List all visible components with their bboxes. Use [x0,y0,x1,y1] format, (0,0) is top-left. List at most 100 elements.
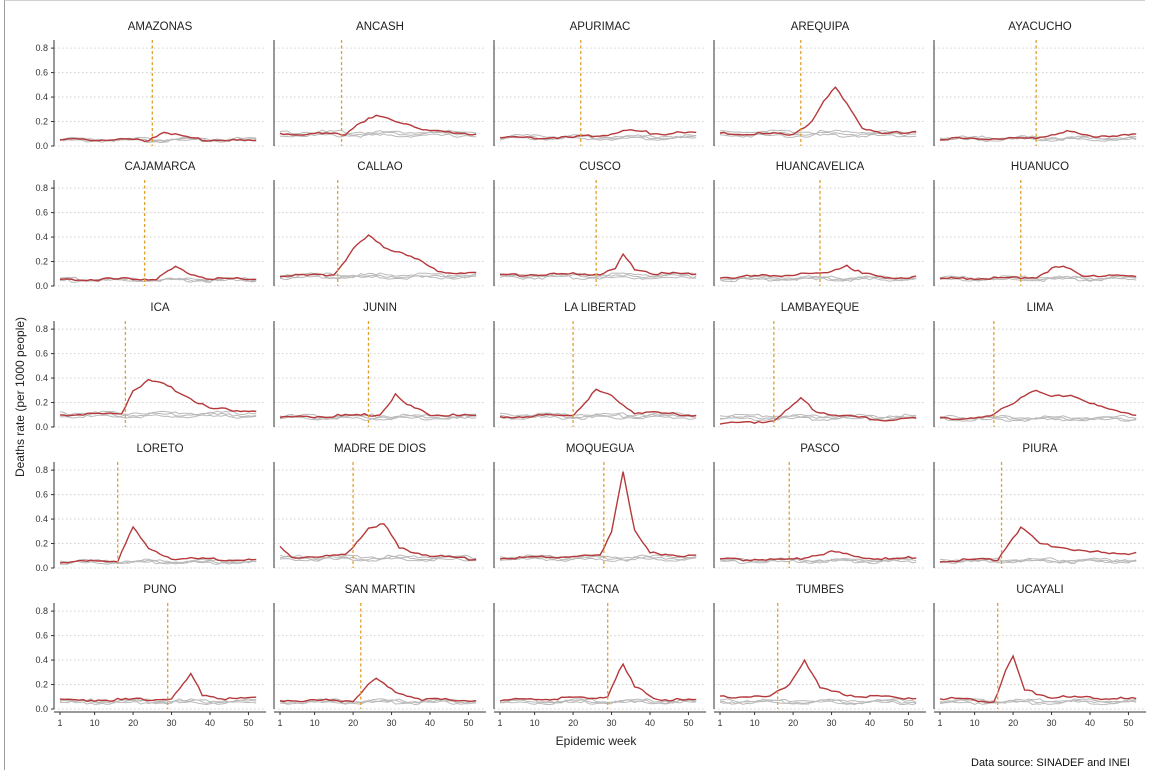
panel-title: TACNA [581,584,619,596]
deaths-rate-2020-line [719,550,917,562]
y-tick-label: 0.2 [35,398,48,408]
deaths-rate-2020-line [939,129,1137,141]
deaths-rate-2020-line [939,526,1137,563]
panel-ancash: ANCASH [273,21,486,147]
panel-cusco: CUSCO [493,161,706,287]
deaths-rate-2020-line [940,389,1137,421]
deaths-rate-2020-line [499,252,697,277]
panel-title: APURIMAC [570,21,631,33]
panel-title: UCAYALI [1016,584,1064,596]
panel-title: TUMBES [796,584,844,596]
panel-apurimac: APURIMAC [493,21,706,147]
y-tick-label: 0.0 [35,563,48,573]
baseline-series-line [719,698,917,703]
panel-title: PASCO [800,443,839,455]
panel-ayacucho: AYACUCHO [933,21,1146,147]
panel-tacna: TACNA 1 10 20 30 40 50 [493,584,706,728]
deaths-rate-2020-line [939,654,1137,704]
x-tick-label: 10 [90,718,100,728]
x-tick-label: 50 [463,718,473,728]
baseline-series-line [279,133,477,138]
panel-amazonas: AMAZONAS 0.0 0.2 0.4 0.6 0.8 [35,21,266,151]
deaths-rate-2020-line [499,388,697,419]
x-tick-label: 1 [497,718,502,728]
panel-ucayali: UCAYALI 1 10 20 30 40 50 [933,584,1146,728]
baseline-series-line [499,136,697,142]
panel-cajamarca: CAJAMARCA 0.0 0.2 0.4 0.6 0.8 [35,161,266,291]
y-tick-label: 0.4 [35,514,48,524]
panel-pasco: PASCO [713,443,926,569]
baseline-series-line [59,414,257,419]
baseline-series-line [719,414,917,420]
data-source-note: Data source: SINADEF and INEI [971,757,1130,769]
baseline-series-line [499,135,697,140]
x-tick-label: 1 [277,718,282,728]
y-tick-label: 0.6 [35,490,48,500]
x-tick-label: 30 [167,718,177,728]
deaths-rate-2020-line [59,131,257,143]
panel-moquegua: MOQUEGUA [493,443,706,569]
deaths-rate-2020-line [719,396,917,425]
panel-title: CALLAO [357,161,402,173]
x-tick-label: 40 [1085,718,1095,728]
y-tick-label: 0.8 [35,43,48,53]
panel-title: MOQUEGUA [566,443,635,455]
x-tick-label: 40 [645,718,655,728]
deaths-rate-2020-line [719,86,917,136]
baseline-series-line [939,135,1137,140]
x-tick-label: 50 [683,718,693,728]
baseline-series-line [719,276,917,281]
deaths-rate-2020-line [499,471,697,560]
deaths-rate-2020-line [499,662,697,702]
deaths-rate-2020-line [279,114,477,136]
baseline-series-line [279,275,477,281]
baseline-series-line [719,413,917,419]
panel-title: MADRE DE DIOS [334,443,426,455]
x-tick-label: 30 [1047,718,1057,728]
panel-title: JUNIN [363,302,397,314]
y-tick-label: 0.4 [35,655,48,665]
panel-callao: CALLAO [273,161,486,287]
panel-title: LAMBAYEQUE [781,302,860,314]
panel-title: AYACUCHO [1008,21,1072,33]
baseline-series-line [279,557,477,562]
x-tick-label: 1 [57,718,62,728]
x-tick-label: 1 [717,718,722,728]
deaths-rate-2020-line [59,672,257,703]
panel-arequipa: AREQUIPA [713,21,926,147]
y-tick-label: 0.6 [35,68,48,78]
x-tick-label: 1 [937,718,942,728]
baseline-series-line [719,277,917,283]
y-tick-label: 0.0 [35,704,48,714]
panel-madre-de-dios: MADRE DE DIOS [273,443,486,569]
panel-title: AREQUIPA [791,21,850,33]
panel-puno: PUNO 0.0 0.2 0.4 0.6 0.8 1 10 20 30 40 50 [35,584,266,728]
y-tick-label: 0.0 [35,281,48,291]
x-axis-label: Epidemic week [556,734,638,748]
x-tick-label: 20 [568,718,578,728]
x-tick-label: 10 [310,718,320,728]
x-tick-label: 40 [205,718,215,728]
y-tick-label: 0.4 [35,92,48,102]
x-tick-label: 30 [827,718,837,728]
panel-tumbes: TUMBES 1 10 20 30 40 50 [713,584,926,728]
panel-title: AMAZONAS [128,21,193,33]
panel-ica: ICA 0.0 0.2 0.4 0.6 0.8 [35,302,266,432]
y-tick-label: 0.8 [35,183,48,193]
deaths-rate-2020-line [59,525,257,564]
deaths-rate-2020-line [59,378,257,417]
baseline-series-line [59,700,257,706]
panel-title: PUNO [143,584,176,596]
baseline-series-line [719,133,917,138]
panel-title: ICA [150,302,170,314]
panels-group: AMAZONAS 0.0 0.2 0.4 0.6 0.8 ANCASH APURIMAC ARE… [35,21,1146,728]
x-tick-label: 50 [1123,718,1133,728]
x-tick-label: 10 [750,718,760,728]
deaths-rate-2020-line [719,658,917,700]
panel-title: LIMA [1027,302,1054,314]
x-tick-label: 20 [348,718,358,728]
x-tick-label: 20 [128,718,138,728]
deaths-rate-2020-line [279,392,477,419]
